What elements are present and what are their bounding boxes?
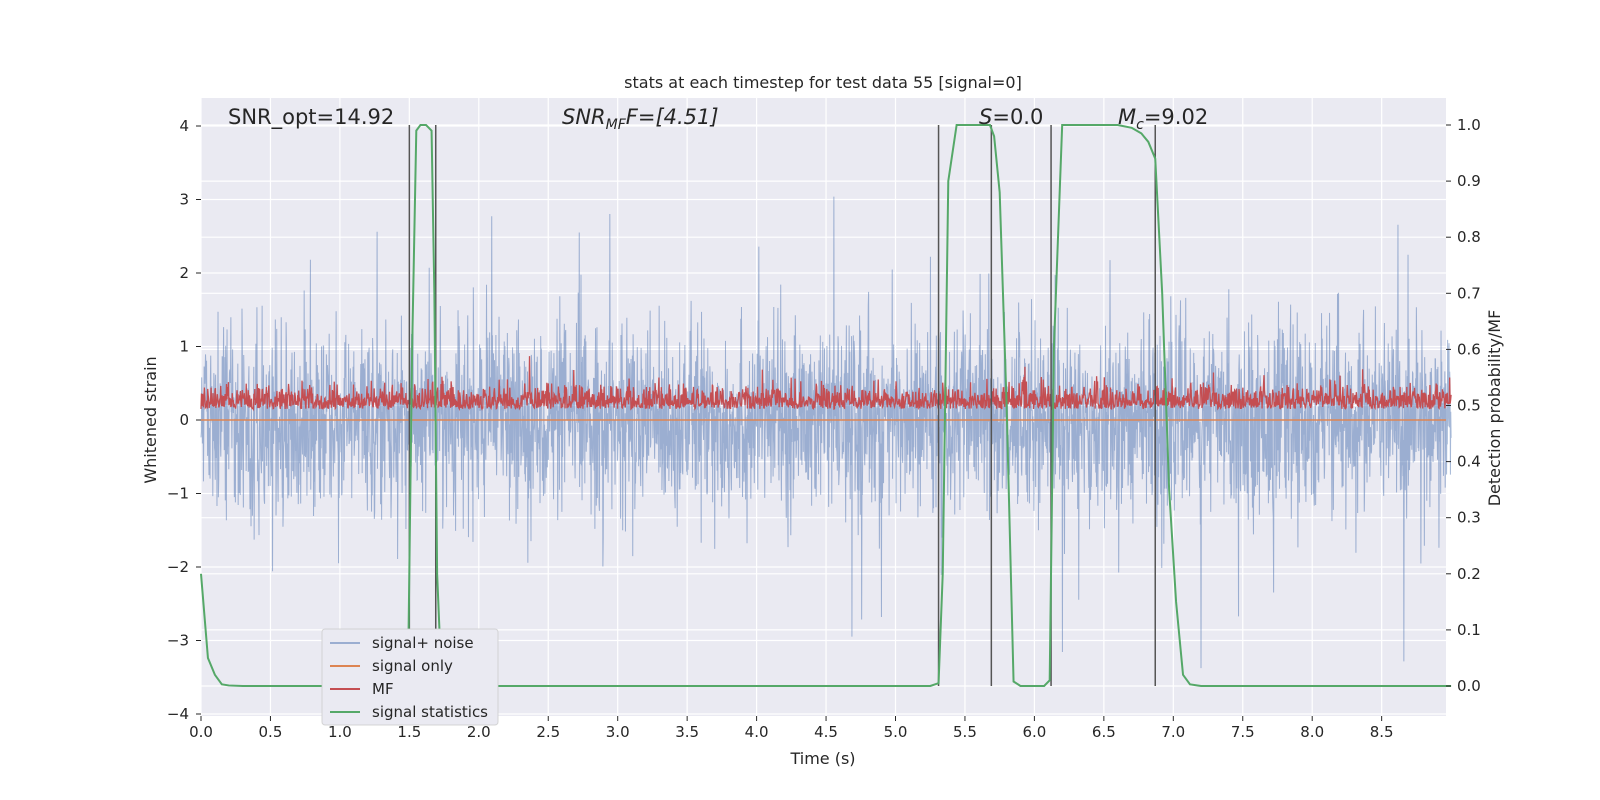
y-left-tick-label: 3 <box>179 191 189 209</box>
x-tick-label: 8.5 <box>1370 723 1394 741</box>
y-axis-label-right: Detection probability/MF <box>1485 310 1504 507</box>
x-tick-label: 7.5 <box>1231 723 1255 741</box>
x-tick-label: 4.5 <box>814 723 838 741</box>
x-tick-label: 2.0 <box>467 723 491 741</box>
y-right-tick-label: 0.6 <box>1457 340 1481 358</box>
annotation-text: SNRMFF=[4.51] <box>562 105 719 133</box>
annotation-text: S=0.0 <box>979 105 1043 129</box>
x-tick-label: 1.0 <box>328 723 352 741</box>
y-left-tick-label: −4 <box>167 705 189 723</box>
x-tick-label: 6.5 <box>1092 723 1116 741</box>
y-right-tick-label: 0.1 <box>1457 621 1481 639</box>
legend: signal+ noise signal only MF signal statist… <box>321 628 499 726</box>
series-signal-statistics <box>200 124 1452 687</box>
y-left-tick-label: 2 <box>179 264 189 282</box>
y-right-tick-label: 0.5 <box>1457 397 1481 415</box>
y-right-tick-label: 0.3 <box>1457 509 1481 527</box>
y-left-tick-label: 0 <box>179 411 189 429</box>
y-right-tick-label: 0.7 <box>1457 284 1481 302</box>
x-tick-label: 3.0 <box>606 723 630 741</box>
annotation-text: Mc=9.02 <box>1118 105 1208 133</box>
x-axis-label: Time (s) <box>789 749 855 768</box>
y-right-tick-label: 0.0 <box>1457 677 1481 695</box>
signal-statistics-line <box>200 124 1452 687</box>
legend-label: MF <box>372 680 394 698</box>
x-tick-label: 4.0 <box>745 723 769 741</box>
legend-label: signal only <box>372 657 453 675</box>
y-right-tick-label: 0.9 <box>1457 172 1481 190</box>
x-tick-label: 2.5 <box>536 723 560 741</box>
ticks: 0.0 0.5 1.0 1.5 2.0 2.5 3.0 3.5 4.0 4.5 5.0 5.5 6.0 6… <box>167 116 1481 741</box>
y-right-tick-label: 0.2 <box>1457 565 1481 583</box>
x-tick-label: 6.0 <box>1022 723 1046 741</box>
x-tick-label: 0.0 <box>189 723 213 741</box>
annotation-text: SNR_opt=14.92 <box>228 105 394 130</box>
y-right-tick-label: 0.8 <box>1457 228 1481 246</box>
legend-box <box>321 628 499 726</box>
y-left-tick-label: 1 <box>179 338 189 356</box>
legend-label: signal statistics <box>372 703 488 721</box>
x-tick-label: 7.0 <box>1161 723 1185 741</box>
chart-title: stats at each timestep for test data 55 … <box>624 73 1022 92</box>
x-tick-label: 5.5 <box>953 723 977 741</box>
x-tick-label: 3.5 <box>675 723 699 741</box>
y-right-tick-label: 1.0 <box>1457 116 1481 134</box>
annotations: SNR_opt=14.92 SNRMFF=[4.51] S=0.0 Mc=9.02 <box>228 105 1208 133</box>
y-axis-label-left: Whitened strain <box>141 356 160 483</box>
x-tick-label: 8.0 <box>1300 723 1324 741</box>
y-left-tick-label: −1 <box>167 485 189 503</box>
x-tick-label: 0.5 <box>259 723 283 741</box>
y-left-tick-label: 4 <box>179 117 189 135</box>
y-left-tick-label: −2 <box>167 558 189 576</box>
y-left-tick-label: −3 <box>167 632 189 650</box>
x-tick-label: 1.5 <box>397 723 421 741</box>
legend-label: signal+ noise <box>372 634 474 652</box>
y-right-tick-label: 0.4 <box>1457 453 1481 471</box>
x-tick-label: 5.0 <box>884 723 908 741</box>
